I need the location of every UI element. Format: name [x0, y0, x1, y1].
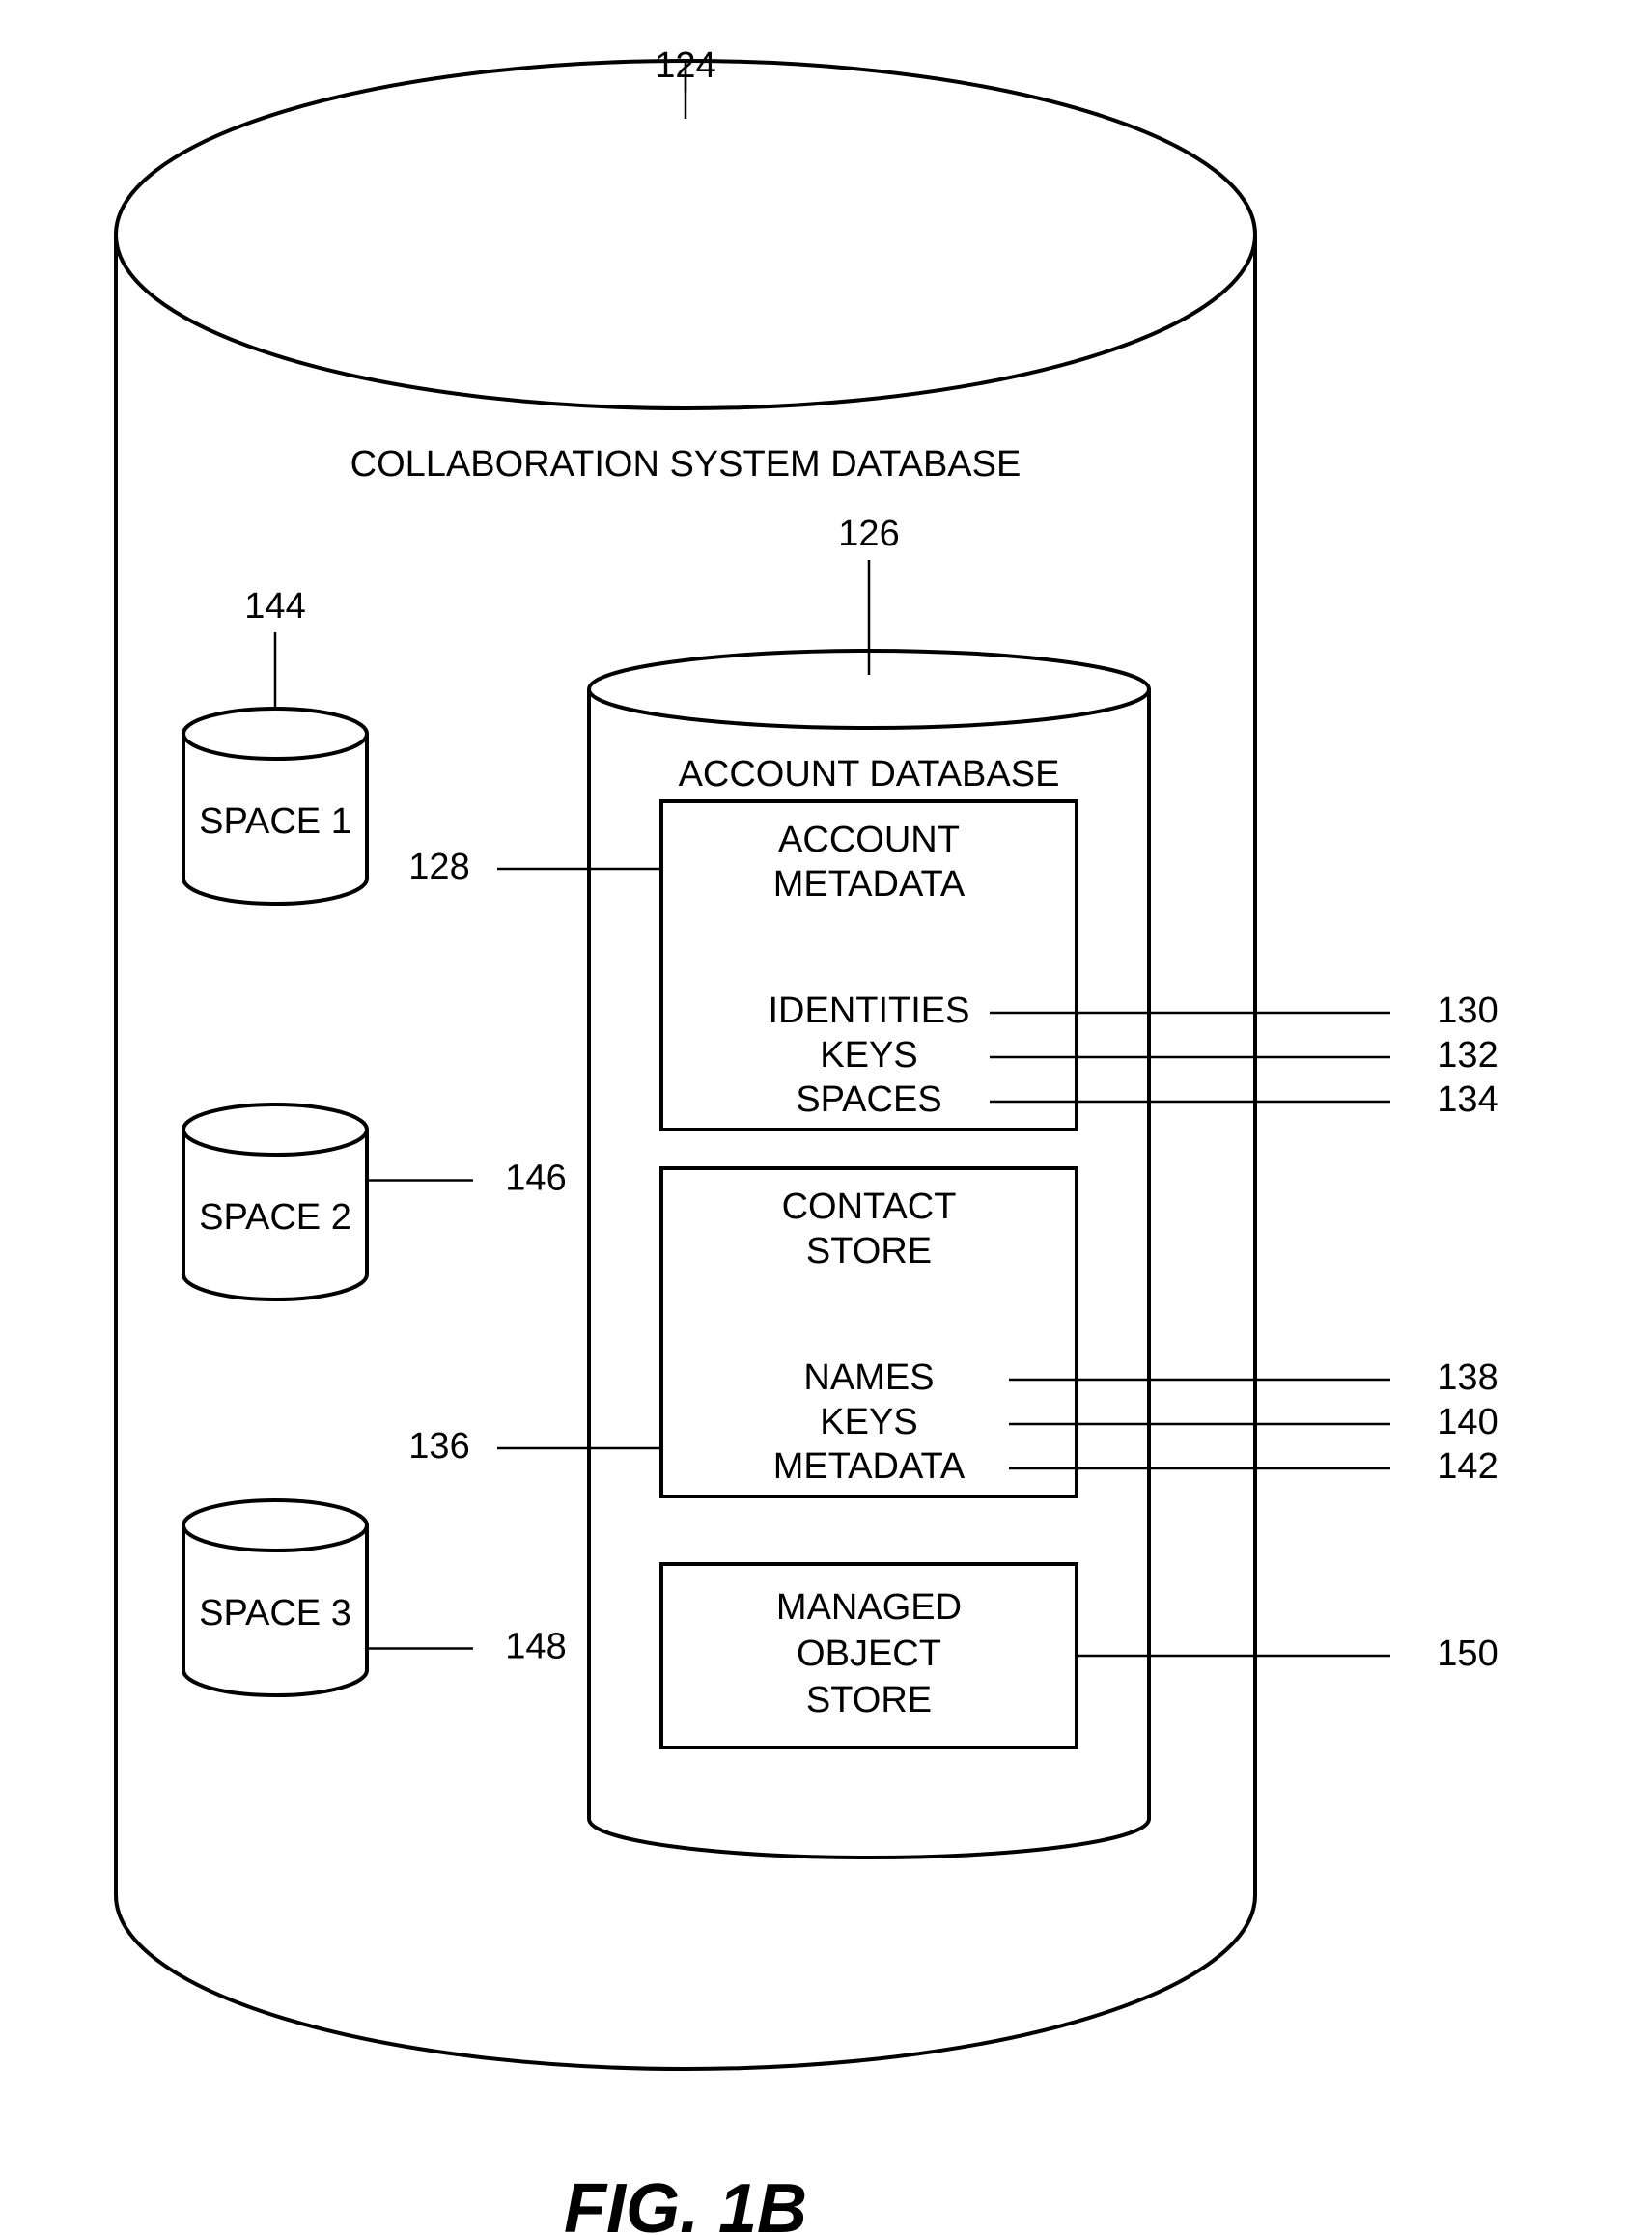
ref-num-126: 126: [838, 514, 899, 554]
space-label: SPACE 2: [199, 1197, 351, 1238]
outer-db-title: COLLABORATION SYSTEM DATABASE: [350, 444, 1022, 485]
ref-num-132: 132: [1437, 1035, 1498, 1076]
account-metadata-box-item: SPACES: [796, 1079, 941, 1120]
ref-num-140: 140: [1437, 1402, 1498, 1442]
ref-num-136: 136: [408, 1426, 469, 1467]
ref-num-128: 128: [408, 847, 469, 887]
account-metadata-box-item: IDENTITIES: [768, 991, 969, 1031]
contact-store-box-title: STORE: [806, 1231, 932, 1271]
account-db-title: ACCOUNT DATABASE: [679, 754, 1060, 795]
figure-label: FIG. 1B: [564, 2170, 807, 2235]
ref-num-148: 148: [505, 1627, 566, 1667]
account-metadata-box-item: KEYS: [820, 1035, 917, 1076]
ref-num-150: 150: [1437, 1634, 1498, 1674]
account-metadata-box-title: METADATA: [773, 864, 966, 905]
managed-object-store-title: MANAGED: [776, 1587, 962, 1628]
contact-store-box-title: CONTACT: [782, 1187, 957, 1227]
ref-num-138: 138: [1437, 1357, 1498, 1398]
contact-store-box-item: NAMES: [803, 1357, 934, 1398]
ref-num-144: 144: [244, 586, 305, 627]
ref-num-134: 134: [1437, 1079, 1498, 1120]
ref-num-142: 142: [1437, 1446, 1498, 1487]
managed-object-store-title: STORE: [806, 1680, 932, 1720]
ref-num-130: 130: [1437, 991, 1498, 1031]
managed-object-store-title: OBJECT: [797, 1634, 941, 1674]
contact-store-box-item: KEYS: [820, 1402, 917, 1442]
space-label: SPACE 3: [199, 1593, 351, 1634]
ref-num-146: 146: [505, 1159, 566, 1199]
contact-store-box-item: METADATA: [773, 1446, 966, 1487]
account-metadata-box-title: ACCOUNT: [778, 820, 960, 860]
space-label: SPACE 1: [199, 801, 351, 842]
